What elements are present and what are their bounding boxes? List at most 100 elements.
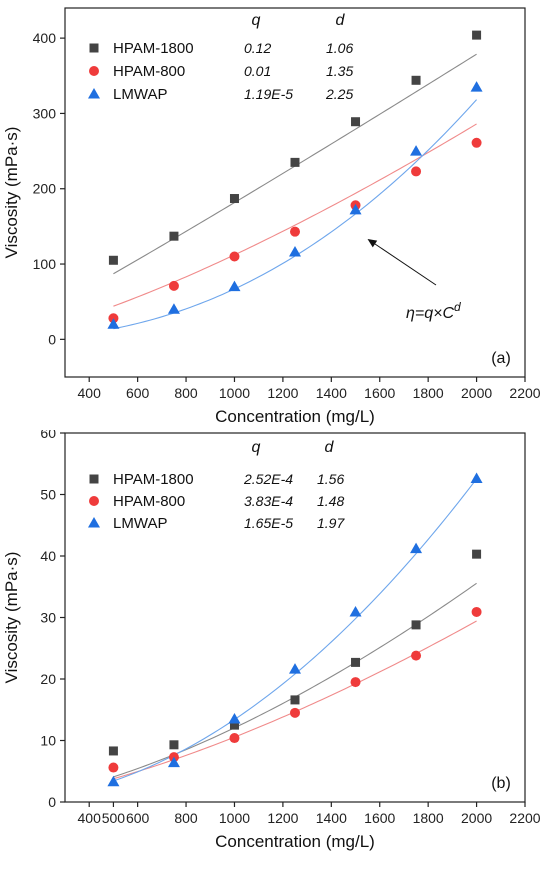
panel-a-x-tick-label: 600 [126,385,150,401]
panel-b-point-hpam-1800 [108,746,118,756]
panel-a-legend-label-hpam-800: HPAM-800 [113,63,185,80]
panel-a-point-hpam-800 [411,166,422,177]
panel-a-point-lmwap [410,145,423,156]
panel-b-x-tick-label: 800 [174,810,198,826]
panel-a-y-tick-label: 100 [33,256,57,272]
panel-b-legend-marker-lmwap [88,517,100,528]
panel-b-point-hpam-1800 [229,720,239,730]
panel-a-fit-curve-lmwap [113,99,477,330]
panel-a-point-lmwap [107,318,120,329]
panel-b-x-tick-label: 1200 [267,810,298,826]
panel-a-annotation-arrow-head [367,238,378,248]
panel-b-point-hpam-800 [108,762,119,773]
panel-b-point-hpam-1800 [290,695,300,705]
panel-b-point-hpam-1800 [169,740,179,750]
panel-a-legend-q-hpam-800: 0.01 [244,63,271,79]
panel-b-x-tick-label: 600 [126,810,150,826]
panel-a-point-hpam-1800 [169,231,179,241]
panel-a-x-tick-label: 2000 [461,385,492,401]
panel-a-x-tick-label: 1200 [267,385,298,401]
panel-a-point-hpam-800 [290,226,300,237]
panel-b-y-tick-label: 40 [40,548,56,564]
panel-a-x-tick-label: 2200 [509,385,540,401]
panel-a-point-hpam-800 [108,313,119,324]
panel-a-point-hpam-1800 [290,157,300,167]
panel-b-legend-label-hpam-800: HPAM-800 [113,493,185,510]
panel-b-point-lmwap [410,542,423,554]
panel-a-legend-label-lmwap: LMWAP [113,86,167,103]
panel-a-legend-d-lmwap: 2.25 [325,86,353,102]
chart-panel-b: 400 500 600 800 1000 1200 1400 1600 1800 2000 2200… [2,430,541,851]
panel-b-label: (b) [491,775,511,792]
panel-b-legend-d-lmwap: 1.97 [317,515,345,531]
panel-b-x-tick-label: 500 [102,810,126,826]
panel-a-point-hpam-1800 [411,75,421,85]
panel-b-legend-d-hpam-1800: 1.56 [317,471,344,487]
panel-b-legend-marker-hpam-1800 [89,474,99,484]
panel-a-legend-label-hpam-1800: HPAM-1800 [113,40,194,57]
panel-a-param-header-d: d [336,12,346,29]
panel-b-point-hpam-1800 [472,549,482,559]
panel-a-point-hpam-1800 [351,117,361,127]
panel-a-y-tick-label: 300 [33,105,57,121]
panel-a-equation-annotation: η=q×Cd [406,300,461,322]
panel-a-point-lmwap [167,303,180,314]
panel-a-point-lmwap [289,245,301,257]
panel-b-legend-marker-hpam-800 [89,496,99,506]
panel-b-param-header-q: q [252,439,261,456]
panel-a-fit-curve-hpam-800 [113,123,477,307]
panel-b-x-tick-label: 1000 [219,810,250,826]
panel-b-point-hpam-800 [229,733,240,744]
panel-b-point-lmwap [107,775,120,787]
panel-b-point-hpam-800 [411,650,422,661]
panel-b-point-lmwap [289,663,301,674]
panel-b-point-hpam-800 [471,606,482,617]
panel-a-legend-marker-hpam-800 [89,66,99,76]
panel-a-point-hpam-1800 [108,255,118,265]
chart-panel-a: 400 600 800 1000 1200 1400 1600 1800 2000 2200 0 10… [2,7,541,426]
panel-b-point-hpam-800 [290,707,300,718]
panel-a-legend-q-hpam-1800: 0.12 [244,40,271,56]
panel-b-point-hpam-1800 [351,657,361,667]
panel-a-point-lmwap [470,81,483,92]
panel-a-annotation-arrow-line [373,242,437,286]
panel-b-legend-d-hpam-800: 1.48 [317,493,344,509]
panel-b-y-tick-label: 30 [40,610,56,626]
panel-b-point-lmwap [228,712,241,724]
panel-a-point-hpam-800 [471,137,482,148]
panel-a-equation-exponent: d [454,300,461,314]
panel-b-y-tick-label: 20 [40,671,56,687]
panel-b-point-hpam-1800 [411,620,421,630]
panel-a-param-header-q: q [252,12,261,29]
panel-b-legend-label-hpam-1800: HPAM-1800 [113,471,194,488]
panel-b-y-axis-title: Viscosity (mPa·s) [2,552,21,684]
panel-a-y-tick-label: 0 [48,331,56,347]
panel-b-y-tick-label: 0 [48,794,56,810]
panel-a-point-lmwap [228,280,241,292]
panel-a-x-tick-label: 1800 [413,385,444,401]
panel-a-legend-q-lmwap: 1.19E-5 [244,86,293,102]
panel-a-legend-d-hpam-800: 1.35 [326,63,353,79]
panel-b-point-lmwap [349,605,362,617]
panel-b-x-tick-label: 1600 [364,810,395,826]
panel-a-x-tick-label: 1400 [316,385,347,401]
panel-b-legend-q-hpam-800: 3.83E-4 [244,493,293,509]
panel-b-y-tick-label: 50 [40,487,56,503]
panel-b-fit-curve-lmwap [113,478,478,782]
panel-b-x-tick-label: 2000 [461,810,492,826]
panel-a-point-hpam-1800 [229,194,239,204]
panel-a-point-lmwap [349,203,362,215]
panel-b-x-tick-label: 1400 [316,810,347,826]
panel-a-y-tick-label: 200 [33,181,57,197]
panel-b-x-tick-label: 400 [78,810,102,826]
panel-a-legend-marker-lmwap [88,88,100,99]
panel-a-plot-frame [64,7,526,378]
panel-a-y-tick-label: 400 [33,30,57,46]
panel-a-x-tick-label: 1600 [364,385,395,401]
panel-b-legend-q-hpam-1800: 2.52E-4 [243,471,293,487]
panel-b-x-tick-label: 1800 [413,810,444,826]
panel-a-x-axis-title: Concentration (mg/L) [215,407,375,426]
panel-a-legend-d-hpam-1800: 1.06 [326,40,353,56]
panel-a-equation-main: η=q×C [406,305,454,322]
panel-b-point-lmwap [167,756,180,768]
